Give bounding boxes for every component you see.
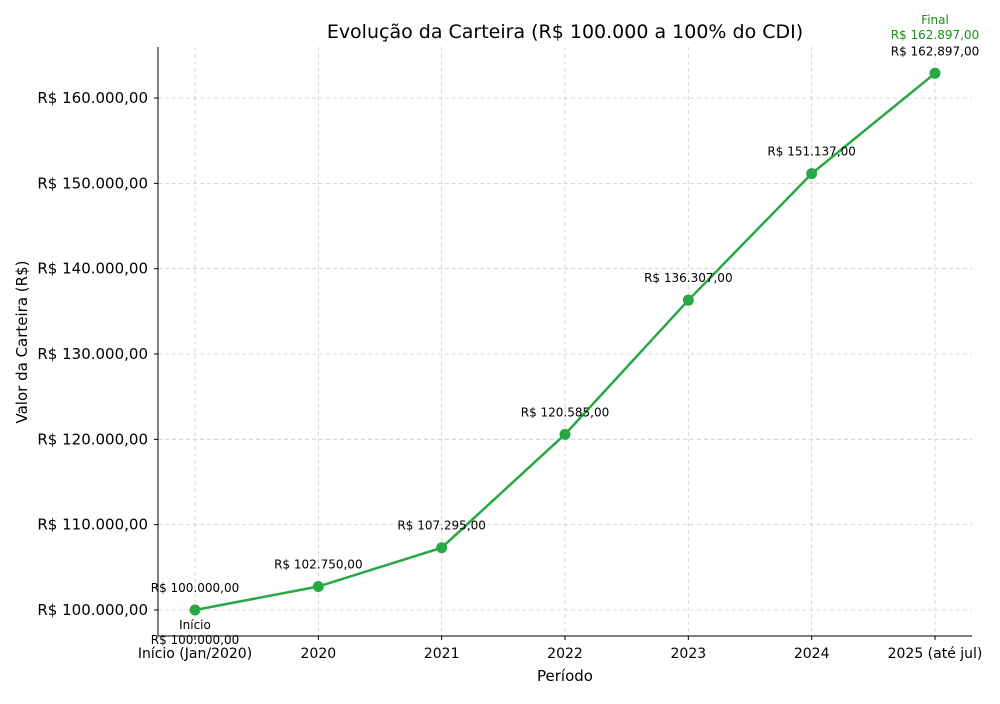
data-label: R$ 102.750,00: [274, 558, 363, 572]
data-label: R$ 107.295,00: [397, 519, 486, 533]
start-annotation-value: R$ 100.000,00: [151, 633, 240, 647]
y-tick-label: R$ 140.000,00: [37, 260, 148, 278]
x-ticks: Início (Jan/2020) 2020 2021 2022 2023 2024 202…: [138, 636, 983, 662]
y-tick-label: R$ 150.000,00: [37, 174, 148, 192]
chart-title: Evolução da Carteira (R$ 100.000 a 100% …: [327, 21, 803, 43]
y-tick-label: R$ 100.000,00: [37, 601, 148, 619]
x-tick-label: 2020: [301, 646, 337, 662]
y-tick-label: R$ 120.000,00: [37, 430, 148, 448]
x-tick-label: 2021: [424, 646, 460, 662]
data-label: R$ 151.137,00: [767, 145, 856, 159]
data-label: R$ 120.585,00: [521, 405, 610, 419]
data-point: [312, 581, 324, 593]
points: [189, 67, 941, 616]
x-tick-label: 2023: [671, 646, 707, 662]
y-tick-label: R$ 110.000,00: [37, 516, 148, 534]
data-point: [559, 428, 571, 440]
y-axis-label: Valor da Carteira (R$): [13, 261, 31, 424]
x-tick-label: Início (Jan/2020): [138, 646, 252, 662]
data-point: [682, 294, 694, 306]
data-label: R$ 136.307,00: [644, 271, 733, 285]
x-tick-label: 2022: [547, 646, 583, 662]
data-label: R$ 162.897,00: [891, 44, 980, 58]
data-point: [806, 168, 818, 180]
x-tick-label: 2025 (até jul): [888, 646, 983, 662]
data-point: [189, 604, 201, 616]
y-ticks: R$ 100.000,00 R$ 110.000,00 R$ 120.000,00 R…: [37, 89, 158, 619]
data-point: [929, 67, 941, 79]
data-point: [436, 542, 448, 554]
end-annotation-value: R$ 162.897,00: [891, 28, 980, 42]
y-tick-label: R$ 160.000,00: [37, 89, 148, 107]
data-label: R$ 100.000,00: [151, 581, 240, 595]
end-annotation-label: Final: [921, 13, 949, 27]
grid: [158, 47, 972, 636]
start-annotation-label: Início: [179, 618, 211, 632]
data-labels: R$ 100.000,00 R$ 102.750,00 R$ 107.295,00 R…: [151, 44, 980, 595]
y-tick-label: R$ 130.000,00: [37, 345, 148, 363]
x-axis-label: Período: [537, 667, 593, 685]
x-tick-label: 2024: [794, 646, 830, 662]
